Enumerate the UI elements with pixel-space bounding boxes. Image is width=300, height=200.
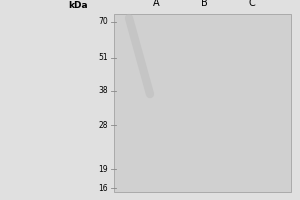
Text: A: A [153, 0, 159, 8]
Text: 19: 19 [98, 165, 108, 174]
Text: C: C [249, 0, 255, 8]
Text: kDa: kDa [68, 1, 88, 10]
Text: 38: 38 [98, 86, 108, 95]
Text: 28: 28 [98, 121, 108, 130]
Text: 51: 51 [98, 53, 108, 62]
Text: 16: 16 [98, 184, 108, 193]
Text: B: B [201, 0, 207, 8]
Text: 70: 70 [98, 17, 108, 26]
Bar [114, 14, 291, 192]
